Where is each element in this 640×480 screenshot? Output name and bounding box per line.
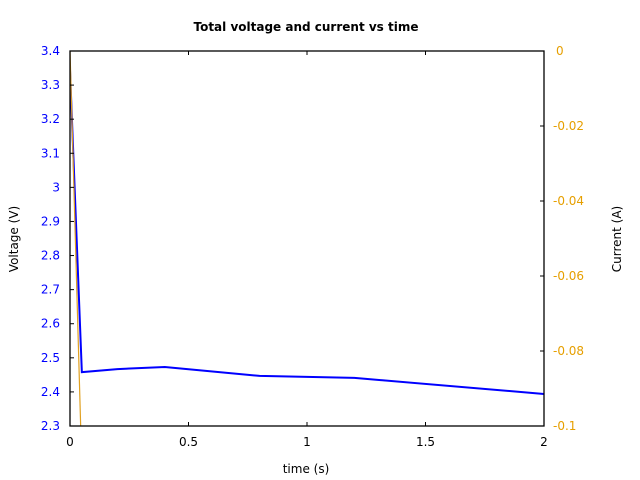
chart-title: Total voltage and current vs time (193, 20, 418, 34)
y-tick-label: 2.9 (41, 214, 60, 228)
y-tick-label: 3.3 (41, 78, 60, 92)
y2-tick-label: -0.1 (553, 419, 576, 433)
y-tick-label: 2.5 (41, 351, 60, 365)
x-tick-label: 1.5 (416, 435, 435, 449)
plot-area: 0 0.5 1 1.5 2 2.3 2.4 2.5 2.6 2.7 2.8 2.9 3 3.1 3.2 3.3… (41, 44, 584, 449)
x-axis-label: time (s) (283, 462, 330, 476)
y2-tick-label: -0.06 (553, 269, 584, 283)
x-tick-label: 1 (303, 435, 311, 449)
y-tick-label: 3.4 (41, 44, 60, 58)
y-axis-label: Voltage (V) (7, 206, 21, 272)
y-tick-label: 2.8 (41, 249, 60, 263)
y-tick-label: 2.4 (41, 385, 60, 399)
y2-tick-label: -0.04 (553, 194, 584, 208)
y2-axis-label: Current (A) (610, 206, 624, 272)
y2-tick-label: -0.02 (553, 119, 584, 133)
plot-frame (69, 50, 545, 427)
y-tick-label: 3 (52, 180, 60, 194)
series-voltage (70, 69, 544, 395)
y-tick-label: 3.2 (41, 112, 60, 126)
y2-tick-label: 0 (556, 44, 564, 58)
x-tick-label: 0 (66, 435, 74, 449)
y-tick-label: 2.3 (41, 419, 60, 433)
y-tick-label: 2.7 (41, 283, 60, 297)
y-tick-label: 2.6 (41, 317, 60, 331)
series-current (70, 51, 82, 426)
y2-tick-label: -0.08 (553, 344, 584, 358)
y-tick-label: 3.1 (41, 146, 60, 160)
x-tick-label: 2 (540, 435, 548, 449)
x-tick-label: 0.5 (179, 435, 198, 449)
